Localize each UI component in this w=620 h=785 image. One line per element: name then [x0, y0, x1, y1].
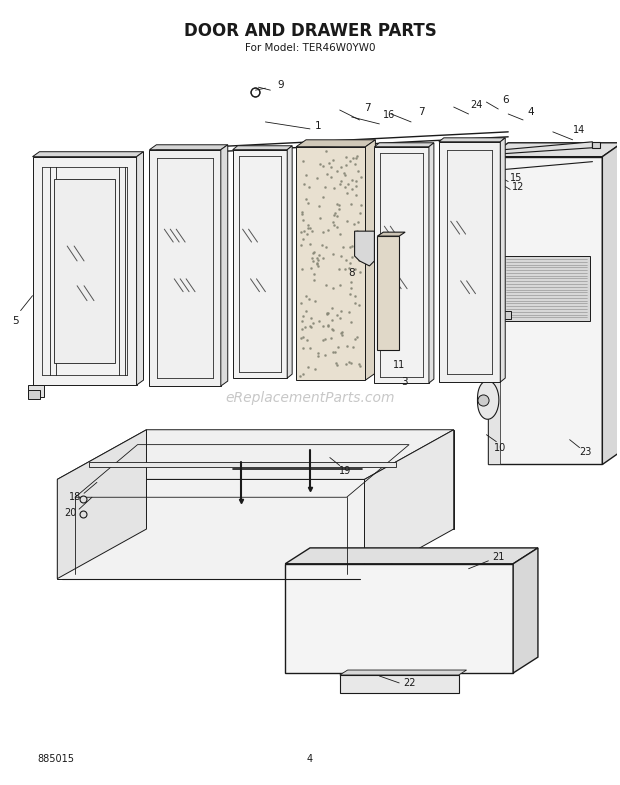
Polygon shape	[489, 157, 603, 465]
Polygon shape	[232, 146, 292, 150]
Polygon shape	[340, 670, 467, 675]
Polygon shape	[57, 429, 454, 480]
Text: eReplacementParts.com: eReplacementParts.com	[225, 391, 395, 405]
Polygon shape	[439, 138, 505, 142]
Polygon shape	[378, 232, 405, 236]
Polygon shape	[603, 143, 620, 465]
Polygon shape	[503, 142, 593, 154]
Polygon shape	[429, 143, 434, 383]
Text: 20: 20	[64, 508, 76, 518]
Text: 7: 7	[364, 103, 371, 113]
Polygon shape	[355, 231, 374, 266]
Text: 22: 22	[403, 678, 415, 688]
Text: 18: 18	[69, 492, 81, 502]
Polygon shape	[340, 675, 459, 693]
Text: 19: 19	[339, 466, 351, 476]
Text: 9: 9	[277, 80, 283, 90]
Polygon shape	[489, 157, 500, 465]
Polygon shape	[32, 152, 143, 157]
Polygon shape	[489, 143, 620, 157]
Text: 14: 14	[574, 125, 586, 135]
Text: 16: 16	[383, 110, 396, 120]
Polygon shape	[57, 429, 146, 579]
Polygon shape	[593, 142, 600, 148]
Polygon shape	[494, 311, 511, 319]
Polygon shape	[221, 144, 228, 386]
Text: 3: 3	[401, 377, 407, 387]
Text: 11: 11	[393, 360, 405, 371]
Polygon shape	[57, 480, 365, 579]
Polygon shape	[374, 147, 429, 383]
Text: 8: 8	[348, 268, 355, 278]
Polygon shape	[146, 429, 454, 529]
Text: 7: 7	[418, 107, 424, 117]
Polygon shape	[477, 381, 499, 419]
Polygon shape	[149, 144, 228, 150]
Text: 885015: 885015	[37, 754, 74, 765]
Polygon shape	[296, 140, 375, 147]
Polygon shape	[136, 152, 143, 385]
Text: 1: 1	[314, 121, 321, 131]
Polygon shape	[287, 146, 292, 378]
Text: DOOR AND DRAWER PARTS: DOOR AND DRAWER PARTS	[184, 21, 436, 39]
Polygon shape	[149, 150, 221, 386]
Text: 10: 10	[494, 443, 507, 453]
Polygon shape	[55, 178, 115, 363]
Text: 12: 12	[512, 182, 525, 192]
Polygon shape	[32, 157, 136, 385]
Polygon shape	[366, 140, 375, 380]
Polygon shape	[285, 548, 538, 564]
Text: 6: 6	[502, 95, 508, 105]
Polygon shape	[296, 147, 366, 380]
Text: 4: 4	[307, 754, 313, 765]
Text: 23: 23	[579, 447, 591, 457]
Text: 4: 4	[528, 107, 534, 117]
Polygon shape	[439, 142, 500, 382]
Polygon shape	[500, 138, 505, 382]
Polygon shape	[27, 390, 40, 399]
Text: 24: 24	[471, 100, 483, 110]
Polygon shape	[365, 429, 454, 579]
Text: 21: 21	[492, 552, 505, 562]
Polygon shape	[232, 150, 287, 378]
Text: 5: 5	[12, 316, 19, 326]
Polygon shape	[378, 236, 399, 350]
Polygon shape	[89, 462, 396, 467]
Polygon shape	[513, 548, 538, 673]
Polygon shape	[27, 385, 45, 397]
Polygon shape	[503, 256, 590, 320]
Text: 15: 15	[510, 173, 522, 183]
Polygon shape	[285, 564, 513, 673]
Polygon shape	[374, 143, 434, 147]
Text: For Model: TER46W0YW0: For Model: TER46W0YW0	[245, 43, 375, 53]
